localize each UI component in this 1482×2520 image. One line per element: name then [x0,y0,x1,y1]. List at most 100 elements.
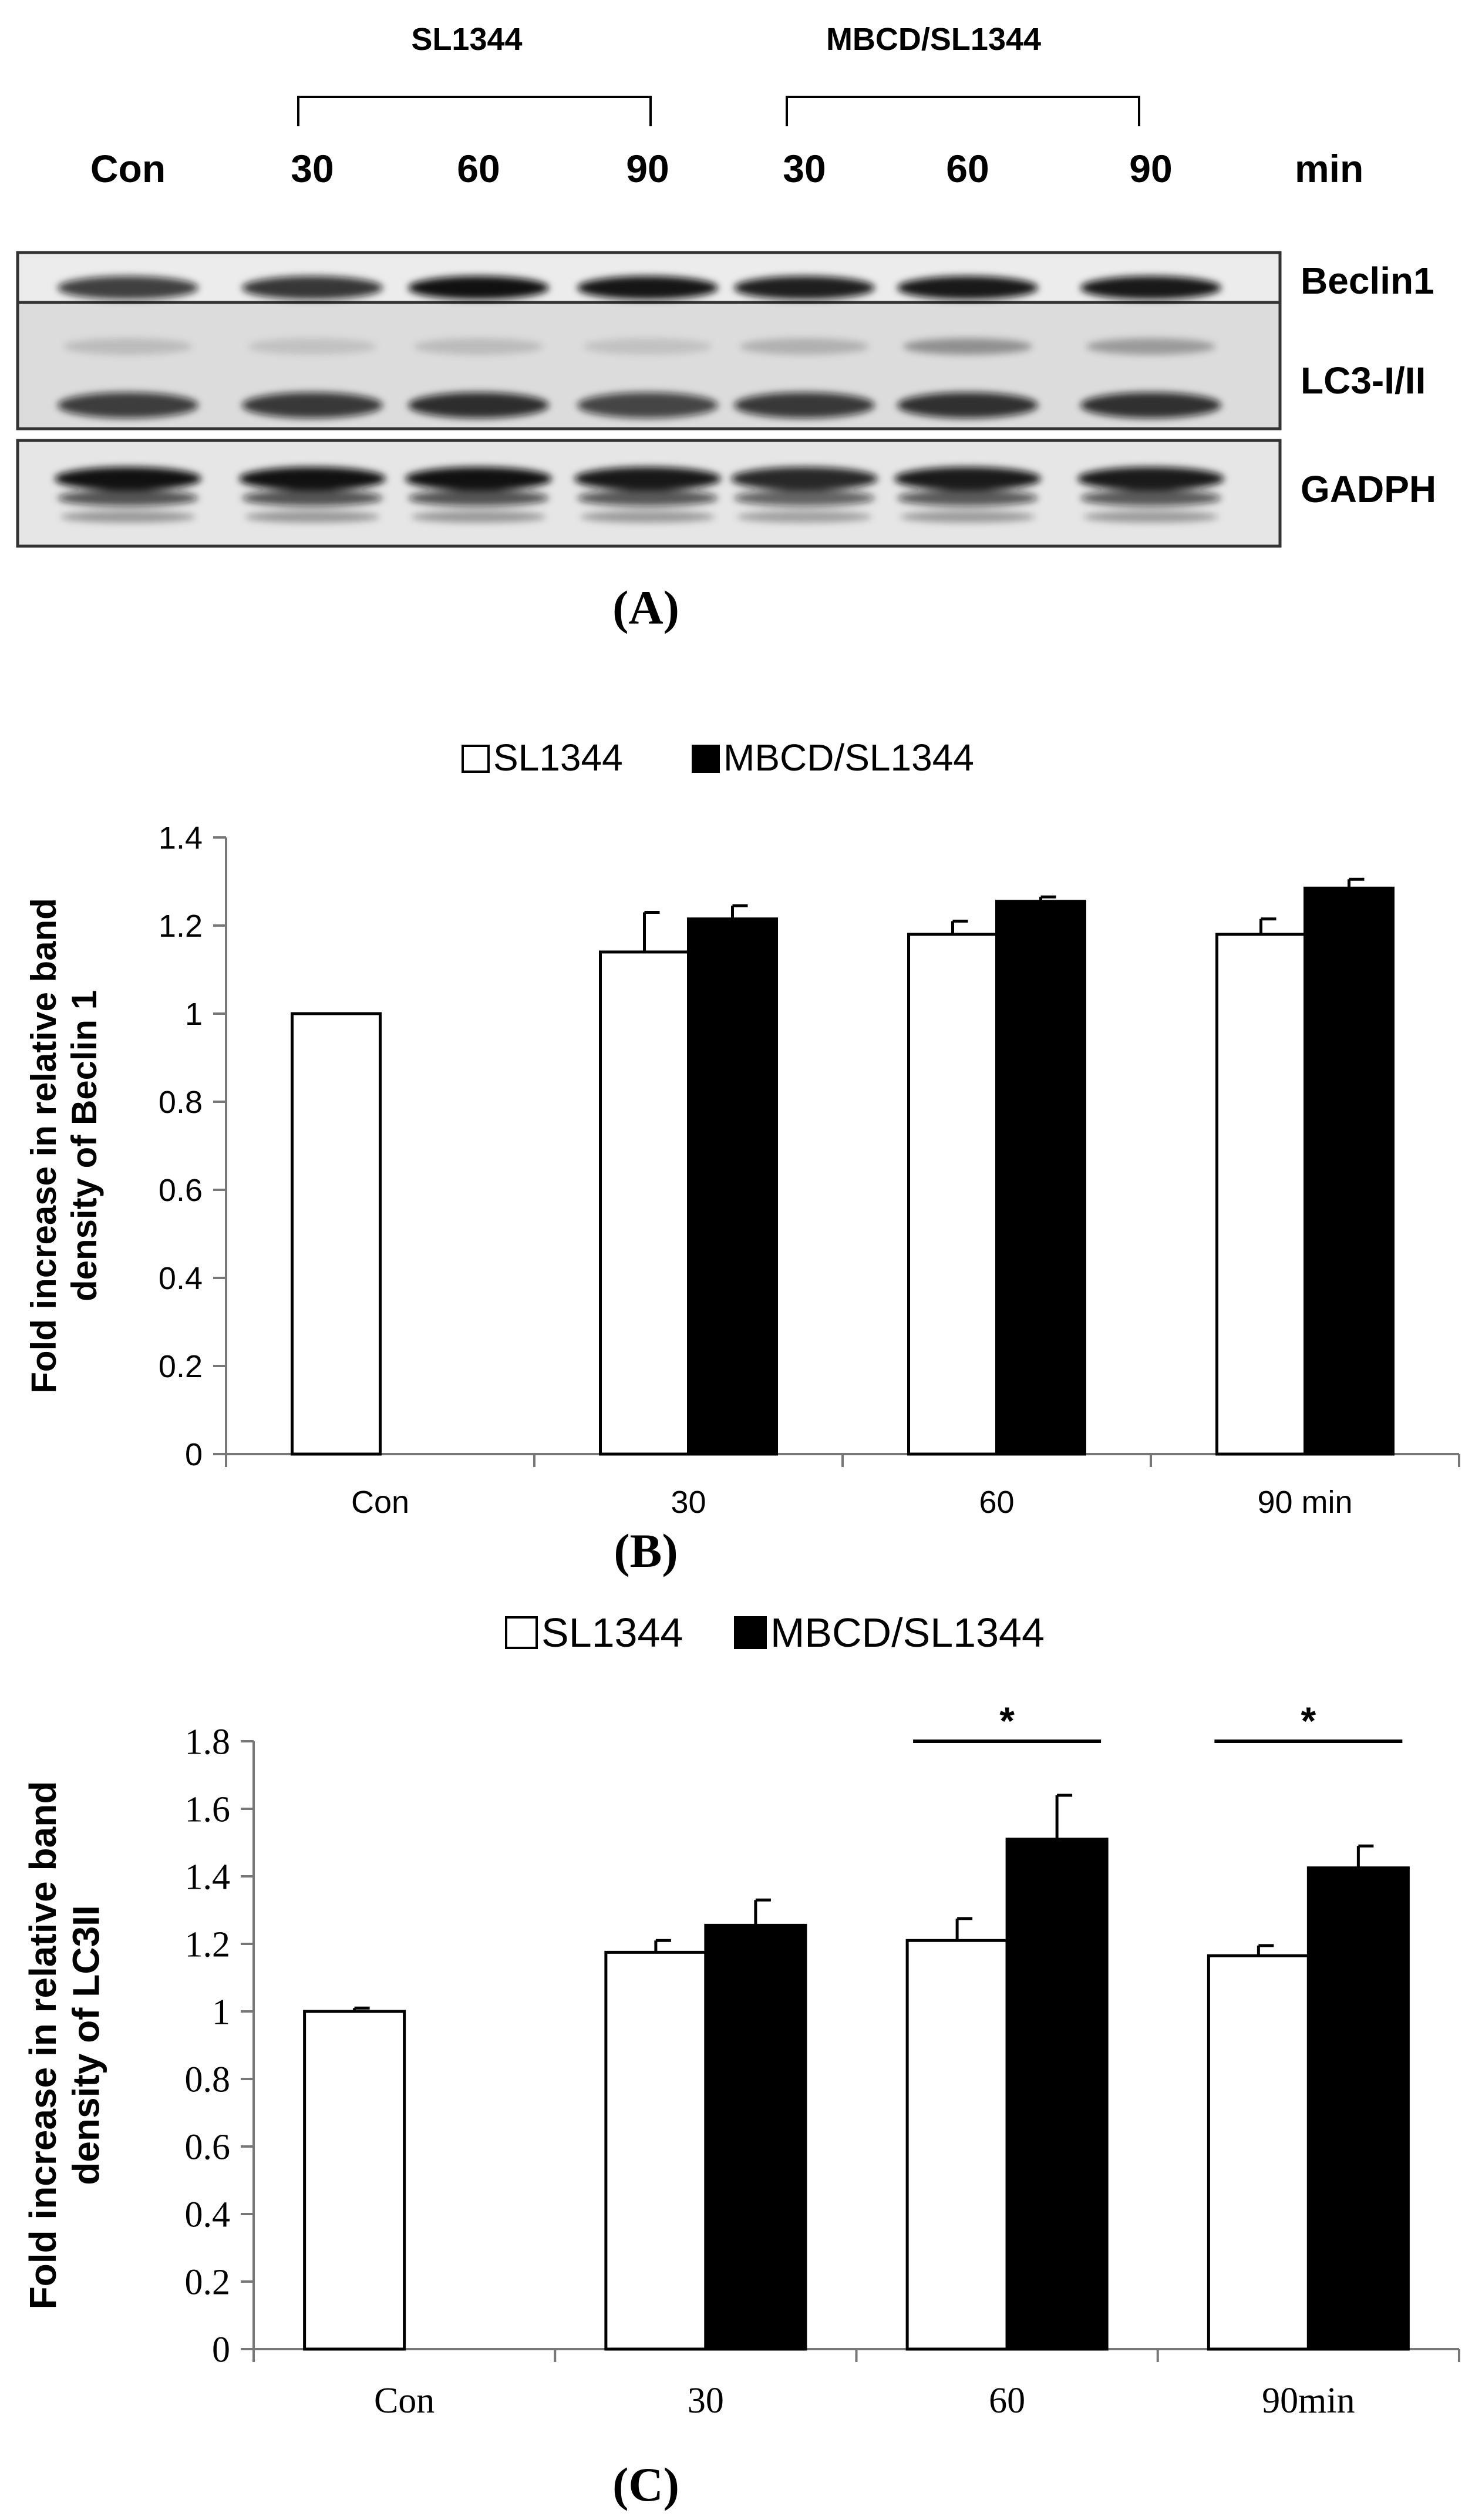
lane-label-4: 30 [783,147,826,190]
bar-sl1344-60 [905,1939,1009,2351]
legend: SL1344 MBCD/SL1344 [462,736,974,779]
panel-label: (B) [614,1524,678,1577]
band-gadph-lane-5 [894,467,1041,523]
legend-label-mbcd-sl1344: MBCD/SL1344 [770,1610,1045,1656]
y-tick-label: 0.4 [159,1261,203,1296]
band-lc3-i-ii-lane-4 [734,338,875,418]
y-tick-label: 0.2 [185,2263,231,2303]
y-tick-label: 1.4 [159,820,203,856]
band-beclin1-lane-0 [58,276,198,300]
error-bar-sl1344-con [353,2006,370,2011]
y-tick-label: 0.8 [185,2060,231,2100]
error-bar-sl1344-90-min [1259,917,1276,934]
band-beclin1-lane-2 [408,276,549,300]
x-tick-label-con: Con [351,1485,409,1520]
legend-swatch-sl1344 [462,745,490,773]
significance-star-60: * [999,1699,1015,1742]
panel-label-a: (A) [612,581,679,634]
lane-label-2: 60 [457,147,500,190]
bar-sl1344-90-min [1215,933,1306,1456]
y-tick-label: 0.2 [159,1349,203,1384]
band-beclin1-lane-1 [242,276,383,300]
row-label-gadph: GADPH [1301,468,1436,510]
error-bar-sl1344-60 [951,920,968,934]
chart-lc3ii: SL1344 MBCD/SL1344 0 0.2 0.4 0.6 0.8 1 1.2 1.4 1.6… [22,1610,1460,2511]
bar-mbcd-sl1344-90-min [1304,886,1395,1456]
y-tick-label: 1.8 [185,1722,231,1762]
error-bar-sl1344-30 [654,1939,671,1953]
y-tick-label: 0.6 [159,1173,203,1208]
band-lc3-i-ii-lane-6 [1080,338,1221,418]
group-bracket-sl1344 [297,96,652,126]
lane-label-1: 30 [291,147,334,190]
bar-sl1344-con [303,2010,406,2351]
legend-label-mbcd-sl1344: MBCD/SL1344 [723,736,974,779]
y-tick-label: 0.8 [159,1085,203,1120]
y-tick-label: 0 [212,2330,230,2370]
error-bar-mbcd-sl1344-60 [1055,1794,1073,1839]
group-bracket-mbcd [786,96,1140,126]
band-gadph-lane-2 [405,467,552,523]
y-tick-label: 1.6 [185,1790,231,1830]
x-tick-label-60: 60 [989,2381,1025,2421]
group-label-sl1344: SL1344 [411,22,522,57]
chart-beclin1: SL1344 MBCD/SL1344 0 0.2 0.4 0.6 0.8 1 1.2 1.4 Fol… [24,736,1460,1577]
bar-sl1344-90min [1207,1954,1310,2351]
legend-label-sl1344: SL1344 [493,736,623,779]
lane-label-6: 90 [1129,147,1172,190]
band-lc3-i-ii-lane-0 [58,338,198,418]
x-tick-label-60: 60 [979,1485,1014,1520]
panel-label: (C) [612,2458,679,2511]
band-lc3-i-ii-lane-5 [897,338,1038,418]
legend-swatch-sl1344 [505,1616,538,1649]
bar-sl1344-con [291,1012,382,1456]
x-tick-label-con: Con [374,2381,435,2421]
bar-mbcd-sl1344-30 [687,917,778,1456]
y-tick-label: 1.4 [185,1858,231,1897]
error-bar-sl1344-90min [1257,1944,1274,1956]
lane-label-0: Con [90,147,166,190]
bar-mbcd-sl1344-60 [995,900,1086,1456]
x-tick-label-30: 30 [671,1485,706,1520]
band-lc3-i-ii-lane-2 [408,338,549,418]
legend-swatch-mbcd-sl1344 [734,1616,767,1649]
error-bar-mbcd-sl1344-30 [754,1898,771,1926]
bar-sl1344-30 [604,1950,708,2351]
significance-star-90min: * [1301,1699,1316,1742]
band-gadph-lane-0 [55,467,201,523]
group-label-mbcd: MBCD/SL1344 [826,22,1041,57]
y-tick-label: 1.2 [185,1925,231,1965]
y-tick-label: 0.6 [185,2128,231,2168]
error-bar-mbcd-sl1344-60 [1039,895,1056,901]
band-gadph-lane-4 [731,467,878,523]
lane-label-3: 90 [626,147,669,190]
band-gadph-lane-3 [574,467,721,523]
y-axis-label: Fold increase in relative banddensity of… [22,1781,107,2310]
row-label-beclin1: Beclin1 [1301,260,1434,302]
y-tick-label: 1 [185,997,203,1032]
x-tick-label-90-min: 90 min [1257,1485,1352,1520]
bar-mbcd-sl1344-90min [1306,1866,1410,2351]
bar-sl1344-30 [599,950,690,1456]
band-gadph-lane-6 [1077,467,1224,523]
y-axis-label: Fold increase in relative banddensity of… [24,898,104,1394]
y-tick-label: 1 [212,1993,230,2033]
blot-panel: SL1344 MBCD/SL1344 Con 30 60 90 30 60 90 min B… [16,22,1436,634]
band-gadph-lane-1 [239,467,386,523]
band-beclin1-lane-3 [577,276,718,300]
band-beclin1-lane-4 [734,276,875,300]
band-beclin1-lane-5 [897,276,1038,300]
error-bar-mbcd-sl1344-30 [731,904,748,919]
band-lc3-i-ii-lane-3 [577,338,718,418]
y-tick-label: 0.4 [185,2195,231,2235]
legend-swatch-mbcd-sl1344 [692,745,720,773]
unit-label: min [1295,147,1363,190]
error-bar-sl1344-30 [643,911,660,952]
band-beclin1-lane-6 [1080,276,1221,300]
bar-mbcd-sl1344-30 [704,1923,807,2351]
band-lc3-i-ii-lane-1 [242,338,383,418]
y-tick-label: 1.2 [159,909,203,944]
lane-label-5: 60 [946,147,989,190]
y-tick-label: 0 [185,1437,203,1472]
